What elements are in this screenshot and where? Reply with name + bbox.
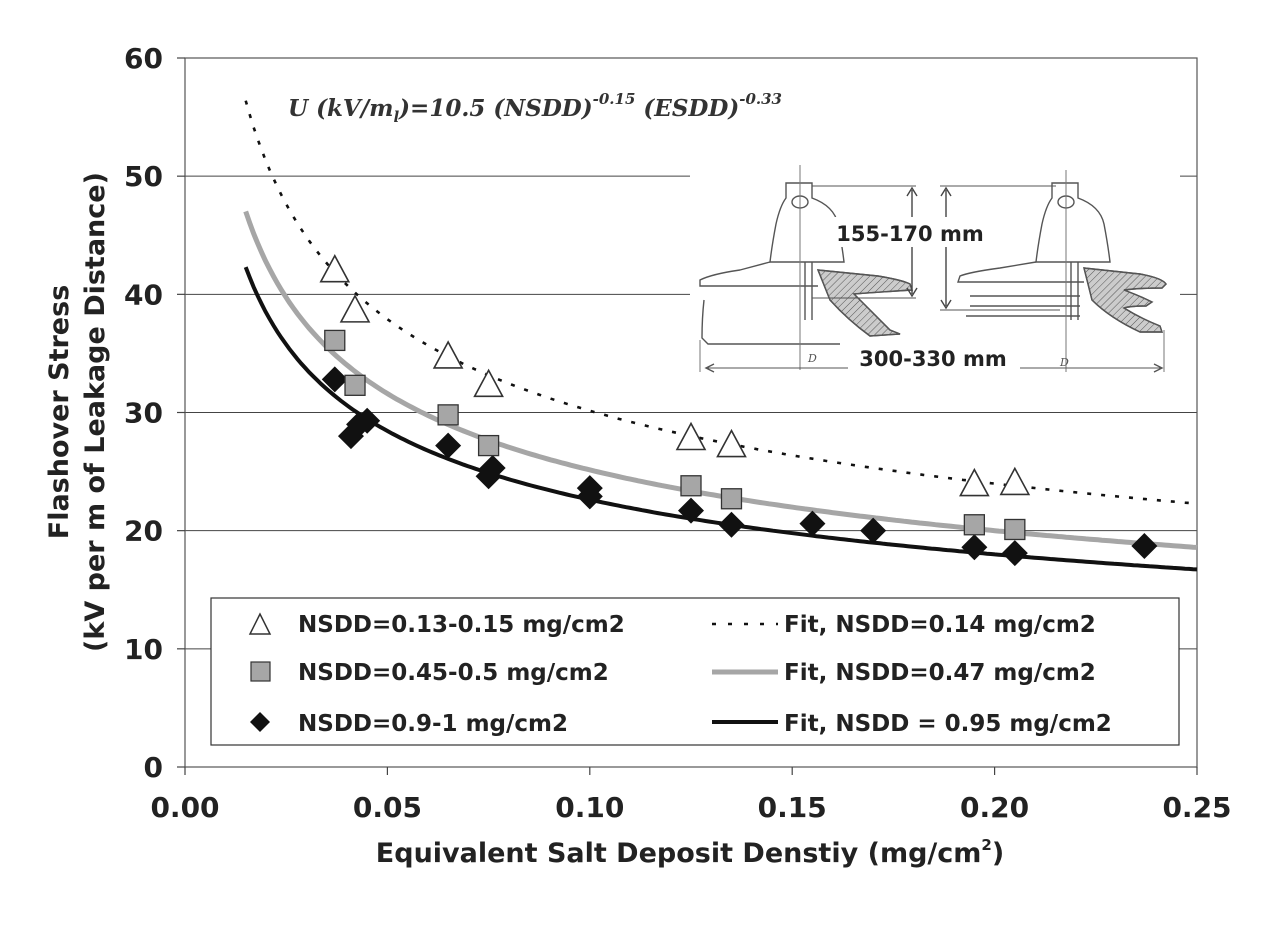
- point-triangle-7: [999, 466, 1031, 496]
- tick-label-y-60: 60: [124, 42, 163, 75]
- x-axis-label-end: ): [992, 838, 1004, 869]
- x-axis-label-sup: 2: [981, 836, 991, 854]
- formula-annotation: U (kV/ml)=10.5 (NSDD)-0.15 (ESDD)-0.33: [288, 90, 782, 126]
- tick-label-x-0.05: 0.05: [353, 791, 422, 824]
- formula-subscript: l: [393, 108, 399, 126]
- tick-label-y-20: 20: [124, 515, 163, 548]
- legend-square-icon: [250, 661, 271, 682]
- point-square-1: [344, 374, 366, 396]
- insulator-left: [699, 165, 918, 373]
- point-triangle-2: [432, 340, 464, 369]
- tick-label-y-0: 0: [144, 751, 163, 784]
- y-axis-label-line1: Flashover Stress: [44, 285, 75, 540]
- legend-label-nsdd-014: NSDD=0.13-0.15 mg/cm2: [298, 612, 625, 638]
- tick-label-x-0.20: 0.20: [960, 791, 1029, 824]
- point-square-3: [477, 434, 500, 457]
- point-square-7: [1004, 518, 1026, 541]
- diameter-label-bg: [848, 343, 1018, 373]
- legend-label-fit-014: Fit, NSDD=0.14 mg/cm2: [784, 612, 1096, 638]
- legend-label-fit-047: Fit, NSDD=0.47 mg/cm2: [784, 660, 1096, 686]
- insulator-right: [940, 170, 1167, 373]
- point-diamond-15: [1131, 533, 1158, 560]
- tick-label-y-40: 40: [124, 278, 163, 311]
- legend-label-fit-095: Fit, NSDD = 0.95 mg/cm2: [784, 711, 1112, 737]
- legend-box: [210, 597, 1180, 746]
- point-diamond-10: [718, 511, 745, 538]
- point-triangle-6: [959, 467, 990, 497]
- tick-label-x-0.00: 0.00: [150, 791, 219, 824]
- formula-mid2: (ESDD): [635, 95, 739, 122]
- legend: NSDD=0.13-0.15 mg/cm2 NSDD=0.45-0.5 mg/c…: [210, 597, 1180, 746]
- point-diamond-12: [860, 517, 887, 544]
- point-diamond-14: [1001, 540, 1028, 567]
- tick-label-x-0.25: 0.25: [1162, 791, 1231, 824]
- tick-label-x-0.10: 0.10: [555, 791, 624, 824]
- point-diamond-3: [354, 407, 381, 434]
- legend-label-nsdd-047: NSDD=0.45-0.5 mg/cm2: [298, 660, 609, 686]
- point-square-2: [437, 404, 459, 426]
- y-axis-label: Flashover Stress (kV per m of Leakage Di…: [44, 172, 111, 652]
- diameter-mark-left: D: [807, 352, 817, 365]
- point-triangle-3: [473, 368, 504, 398]
- point-square-6: [963, 514, 986, 536]
- legend-triangle-icon: [248, 612, 272, 635]
- formula-exp1: -0.15: [593, 90, 636, 108]
- axis-ticks: 0 10 20 30 40 50 60 0.00 0.05 0.10 0.15 0.20 0.25: [124, 42, 1232, 824]
- x-axis-label-main: Equivalent Salt Deposit Denstiy (mg/cm: [376, 838, 982, 869]
- x-axis-label: Equivalent Salt Deposit Denstiy (mg/cm2): [376, 836, 1004, 869]
- point-diamond-11: [799, 510, 826, 537]
- height-label: 155-170 mm: [836, 222, 983, 246]
- point-square-4: [680, 475, 702, 497]
- formula-lhs: U (kV/m: [288, 95, 393, 122]
- point-diamond-6: [479, 455, 506, 482]
- point-triangle-0: [319, 254, 351, 283]
- legend-label-nsdd-095: NSDD=0.9-1 mg/cm2: [298, 711, 568, 737]
- point-triangle-1: [339, 294, 371, 323]
- legend-diamond-icon: [250, 712, 270, 732]
- tick-label-y-50: 50: [124, 160, 163, 193]
- point-triangle-5: [716, 428, 747, 458]
- point-diamond-13: [961, 534, 988, 561]
- point-square-5: [720, 488, 743, 510]
- height-label-bg: [828, 217, 992, 247]
- point-diamond-8: [576, 483, 603, 510]
- point-diamond-0: [321, 366, 348, 393]
- tick-label-y-30: 30: [124, 397, 163, 430]
- point-diamond-4: [435, 432, 462, 459]
- y-axis-label-line2: (kV per m of Leakage Distance): [80, 172, 111, 652]
- diameter-label: 300-330 mm: [859, 347, 1006, 371]
- tick-label-x-0.15: 0.15: [758, 791, 827, 824]
- point-diamond-9: [678, 497, 704, 524]
- formula-mid1: )=10.5 (NSDD): [398, 95, 592, 122]
- formula-exp2: -0.33: [739, 90, 782, 108]
- point-square-0: [324, 329, 346, 352]
- diameter-mark-right: D: [1059, 356, 1069, 369]
- insulator-diagram: 155-170 mm 300-330 mm D D: [690, 165, 1180, 380]
- point-triangle-4: [675, 421, 707, 451]
- data-markers: [319, 254, 1158, 567]
- tick-label-y-10: 10: [124, 633, 163, 666]
